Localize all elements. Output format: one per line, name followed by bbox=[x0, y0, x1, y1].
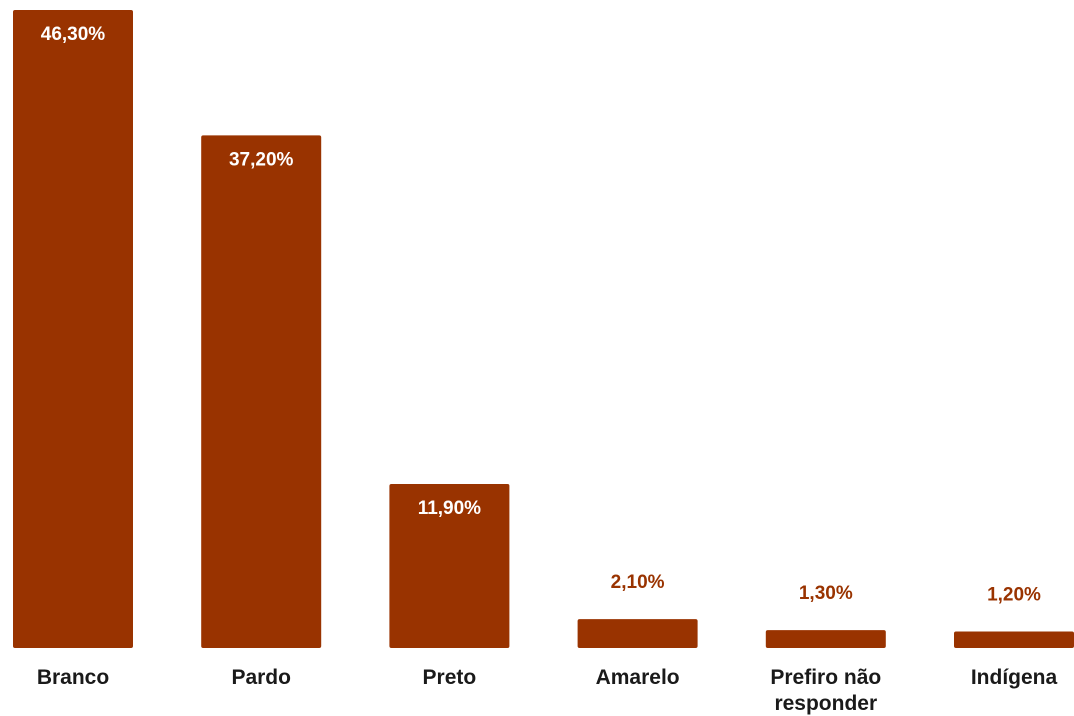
tick-label-indigena: Indígena bbox=[971, 666, 1058, 689]
tick-label-branco: Branco bbox=[37, 666, 109, 689]
data-label-prefiro-nao-responder: 1,30% bbox=[799, 583, 853, 604]
bars-layer bbox=[13, 10, 1074, 648]
tick-label-pardo: Pardo bbox=[231, 666, 291, 689]
bar-prefiro-nao-responder bbox=[765, 630, 886, 648]
data-label-preto: 11,90% bbox=[418, 498, 481, 519]
bar-indigena bbox=[954, 631, 1074, 648]
tick-label-preto: Preto bbox=[423, 666, 477, 689]
data-label-indigena: 1,20% bbox=[987, 585, 1041, 606]
bar-preto bbox=[389, 484, 510, 648]
tick-label-prefiro-nao-responder: Prefiro não responder bbox=[770, 666, 881, 715]
data-label-pardo: 37,20% bbox=[229, 149, 294, 170]
value-labels-layer: 46,30% 37,20% 11,90% 2,10% 1,30% 1,20% bbox=[41, 24, 1041, 606]
tick-labels-layer: Branco Pardo Preto Amarelo Prefiro não respon… bbox=[37, 666, 1058, 715]
data-label-branco: 46,30% bbox=[41, 24, 106, 45]
tick-label-amarelo: Amarelo bbox=[596, 666, 680, 689]
bar-amarelo bbox=[577, 619, 698, 648]
data-label-amarelo: 2,10% bbox=[611, 572, 665, 593]
bar-pardo bbox=[201, 135, 322, 648]
bar-branco bbox=[13, 10, 133, 648]
